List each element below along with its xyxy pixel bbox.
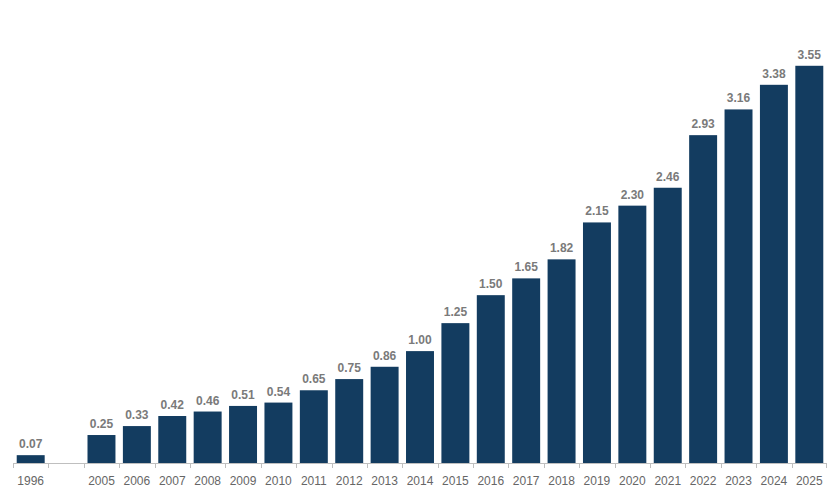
x-tick-label: 2012	[336, 474, 363, 488]
x-tick-label: 2013	[371, 474, 398, 488]
x-tick-label: 2010	[265, 474, 292, 488]
x-tick-label: 2007	[159, 474, 186, 488]
x-tick-label: 2023	[725, 474, 752, 488]
data-labels: 0.07 0.25 0.33 0.42 0.46 0.51 0.54 0.65 0.75 0.86…	[19, 48, 821, 451]
x-tick-label: 2006	[124, 474, 151, 488]
data-label: 0.25	[90, 417, 114, 431]
x-tick-label: 2019	[584, 474, 611, 488]
data-label: 0.54	[267, 385, 291, 399]
bar	[477, 295, 505, 463]
bar	[158, 416, 186, 463]
data-label: 0.33	[125, 408, 149, 422]
x-axis-line	[13, 463, 827, 464]
x-tick	[685, 463, 686, 468]
bar	[618, 206, 646, 463]
bar	[194, 412, 222, 463]
x-tick-label: 2016	[477, 474, 504, 488]
x-tick	[296, 463, 297, 468]
x-tick-label: 2025	[796, 474, 823, 488]
x-tick-label: 2022	[690, 474, 717, 488]
x-tick	[544, 463, 545, 468]
bar	[406, 351, 434, 463]
chart: 0.07 0.25 0.33 0.42 0.46 0.51 0.54 0.65 0.75 0.86…	[0, 0, 835, 498]
data-label: 1.50	[479, 277, 503, 291]
chart-container: 0.07 0.25 0.33 0.42 0.46 0.51 0.54 0.65 0.75 0.86…	[0, 0, 835, 498]
x-axis: 1996 2005 2006 2007 2008 2009 2010 2011 2012 2013…	[13, 463, 827, 488]
bar	[760, 85, 788, 463]
x-tick	[261, 463, 262, 468]
x-tick-label: 2020	[619, 474, 646, 488]
data-label: 2.15	[585, 204, 609, 218]
x-tick	[84, 463, 85, 468]
data-label: 2.30	[621, 188, 645, 202]
x-tick-label: 2008	[194, 474, 221, 488]
x-tick-label: 1996	[17, 474, 44, 488]
x-tick	[615, 463, 616, 468]
bars	[17, 66, 824, 463]
data-label: 0.51	[231, 388, 255, 402]
bar	[512, 278, 540, 463]
x-tick	[367, 463, 368, 468]
x-tick-label: 2017	[513, 474, 540, 488]
bar	[441, 323, 469, 463]
bar	[123, 426, 151, 463]
data-label: 3.38	[762, 67, 786, 81]
bar	[371, 367, 399, 463]
x-tick	[119, 463, 120, 468]
x-tick	[225, 463, 226, 468]
data-label: 0.86	[373, 349, 397, 363]
x-tick	[13, 463, 14, 468]
x-tick	[332, 463, 333, 468]
bar	[583, 222, 611, 463]
x-tick	[650, 463, 651, 468]
bar	[229, 406, 257, 463]
data-label: 0.46	[196, 394, 220, 408]
x-tick	[721, 463, 722, 468]
x-tick-label: 2005	[88, 474, 115, 488]
x-tick	[508, 463, 509, 468]
x-tick-label: 2018	[548, 474, 575, 488]
x-tick	[155, 463, 156, 468]
bar	[689, 135, 717, 463]
bar	[548, 259, 576, 463]
x-tick	[48, 463, 49, 468]
x-tick-label: 2011	[301, 474, 327, 488]
x-tick-label: 2024	[761, 474, 788, 488]
x-tick	[190, 463, 191, 468]
x-tick	[438, 463, 439, 468]
bar	[264, 403, 292, 463]
x-tick	[756, 463, 757, 468]
x-tick-label: 2009	[230, 474, 257, 488]
data-label: 0.07	[19, 437, 43, 451]
data-label: 2.93	[691, 117, 715, 131]
x-tick	[579, 463, 580, 468]
data-label: 1.82	[550, 241, 574, 255]
bar	[795, 66, 823, 463]
x-tick-end	[826, 463, 827, 468]
data-label: 0.65	[302, 372, 326, 386]
x-tick	[402, 463, 403, 468]
data-label: 1.65	[514, 260, 538, 274]
bar	[87, 435, 115, 463]
data-label: 2.46	[656, 170, 680, 184]
data-label: 1.25	[444, 305, 468, 319]
x-tick-label: 2014	[407, 474, 434, 488]
data-label: 0.42	[161, 398, 185, 412]
x-tick-label: 2021	[654, 474, 681, 488]
data-label: 3.16	[727, 91, 751, 105]
data-label: 3.55	[798, 48, 822, 62]
bar	[300, 390, 328, 463]
bar	[725, 109, 753, 463]
bar	[17, 455, 45, 463]
data-label: 0.75	[338, 361, 362, 375]
x-tick	[792, 463, 793, 468]
bar	[335, 379, 363, 463]
x-tick-label: 2015	[442, 474, 469, 488]
x-tick	[473, 463, 474, 468]
data-label: 1.00	[408, 333, 432, 347]
bar	[654, 188, 682, 463]
